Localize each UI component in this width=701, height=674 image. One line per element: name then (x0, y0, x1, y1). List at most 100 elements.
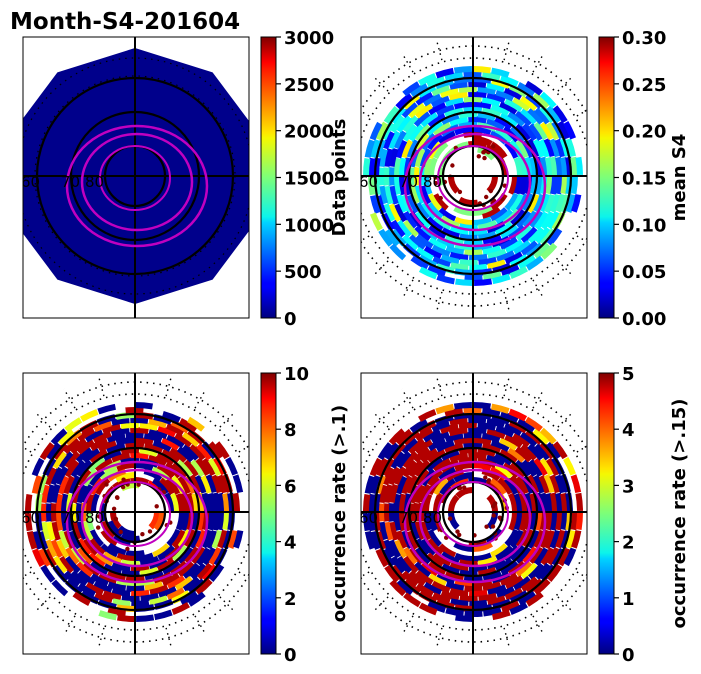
data-cell (423, 245, 442, 260)
data-cell (500, 224, 519, 240)
data-cell (459, 259, 478, 267)
data-cell (364, 139, 375, 158)
data-cell (26, 530, 38, 550)
data-cell (134, 401, 153, 410)
data-cell (534, 562, 551, 581)
data-point (497, 515, 502, 520)
data-cell (458, 196, 479, 206)
lat-tick-label: 70 (399, 509, 418, 527)
data-cell (375, 121, 389, 141)
data-cell (31, 475, 43, 494)
data-cell (413, 110, 431, 127)
panel-frame (22, 372, 250, 655)
colorbar-tick-label: 0.00 (622, 309, 666, 330)
data-cell (514, 123, 532, 141)
data-cell (520, 431, 538, 447)
dotted-meridian (194, 615, 207, 636)
data-cell (383, 185, 394, 205)
data-cell (55, 539, 70, 559)
data-cell (82, 538, 99, 557)
colorbar-tick-label: 2 (284, 589, 297, 610)
data-cell (419, 111, 438, 128)
data-cell (448, 494, 460, 513)
data-cell (521, 122, 538, 141)
lat-tick-label: 80 (85, 509, 104, 527)
data-cell (555, 511, 563, 531)
data-cell (403, 592, 422, 608)
data-point (104, 482, 109, 487)
data-cell (75, 446, 93, 463)
data-cell (427, 437, 447, 452)
data-cell (388, 185, 399, 206)
data-point (484, 524, 489, 529)
data-cell (431, 84, 450, 97)
data-cell (513, 492, 523, 512)
data-cell (458, 86, 477, 94)
data-cell (134, 461, 154, 472)
data-point (457, 532, 462, 538)
data-cell (481, 432, 501, 443)
data-cell (222, 511, 230, 531)
data-cell (388, 483, 399, 503)
data-cell (444, 570, 465, 582)
data-cell (171, 602, 190, 616)
data-cell (555, 156, 563, 176)
data-cell (499, 112, 519, 128)
data-cell (401, 114, 419, 133)
data-cell (500, 411, 519, 423)
data-cell (418, 72, 437, 86)
data-cell (395, 428, 413, 446)
data-cell (165, 422, 185, 436)
data-cell (482, 234, 503, 246)
data-cell (549, 529, 561, 549)
panel-content: 60 70 80 (21, 373, 249, 654)
data-cell (515, 139, 530, 159)
dotted-meridian (557, 260, 574, 277)
dotted-meridian (361, 446, 370, 453)
data-cell (504, 239, 524, 254)
colorbar-tick-label: 0.15 (622, 169, 666, 190)
data-cell (549, 193, 561, 213)
colorbar-tick-label: 500 (284, 262, 322, 283)
data-cell (135, 552, 155, 562)
data-point (482, 149, 488, 154)
data-cell (378, 185, 389, 205)
data-cell (533, 193, 546, 213)
contour-line (437, 481, 509, 547)
data-cell (382, 203, 396, 223)
data-cell (432, 552, 452, 567)
data-cell (430, 430, 450, 444)
data-cell (487, 259, 507, 270)
dotted-meridian (532, 388, 545, 409)
data-cell (216, 474, 228, 494)
data-cell (189, 562, 207, 580)
data-cell (565, 194, 577, 213)
dotted-meridian (503, 374, 511, 397)
colorbar-tick-label: 4 (284, 533, 297, 554)
data-cell (45, 442, 62, 460)
data-cell (111, 561, 131, 572)
data-cell (410, 255, 429, 270)
data-cell (166, 587, 186, 601)
data-cell (49, 466, 63, 486)
data-cell (522, 210, 538, 229)
data-cell (459, 233, 478, 241)
data-cell (504, 251, 524, 265)
data-cell (143, 442, 164, 454)
data-cell (393, 539, 408, 559)
data-cell (89, 529, 105, 548)
contour-line (437, 145, 509, 211)
data-cell (64, 555, 81, 574)
data-cell (491, 67, 510, 78)
data-cell (130, 416, 149, 424)
data-cell (175, 511, 186, 531)
data-cell (208, 564, 225, 582)
dotted-meridian (361, 235, 370, 242)
data-cell (375, 548, 389, 568)
data-cell (177, 546, 194, 565)
lat-tick-label: 60 (21, 509, 40, 527)
data-cell (427, 101, 447, 116)
data-cell (413, 561, 432, 578)
data-cell (206, 492, 215, 512)
data-cell (152, 542, 171, 558)
